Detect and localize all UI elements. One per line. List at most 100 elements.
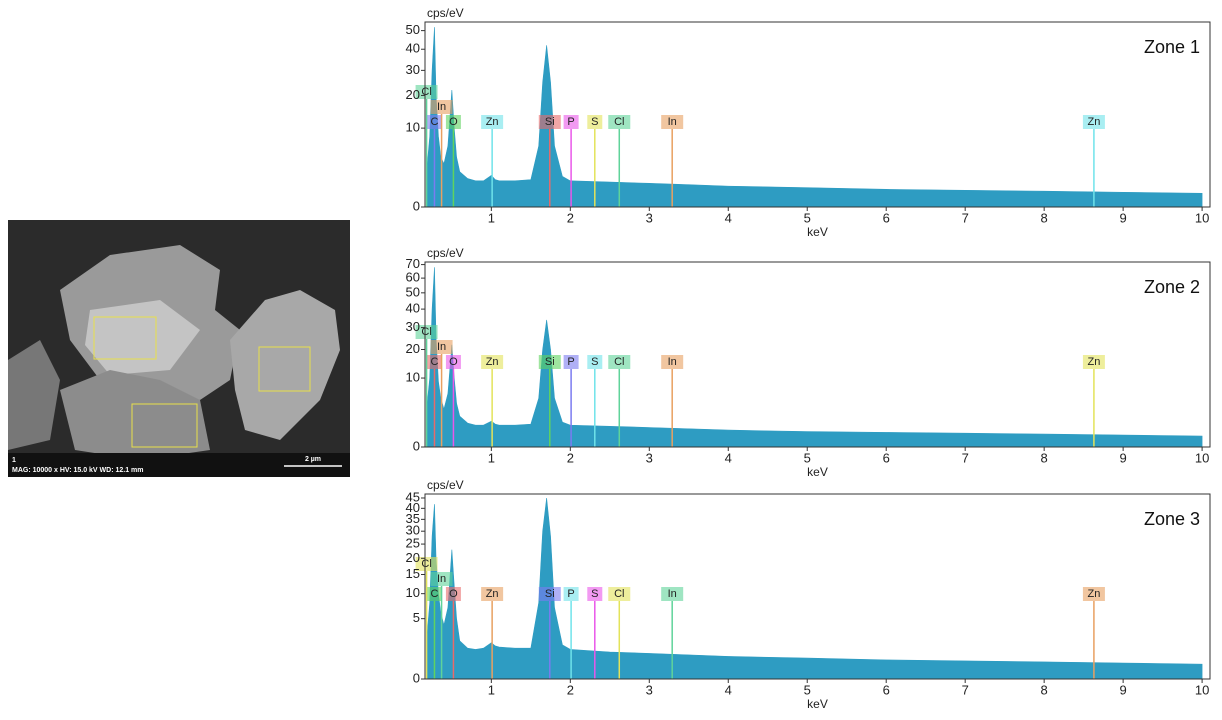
x-tick-label: 2	[567, 450, 574, 465]
element-box	[661, 115, 684, 129]
x-tick-label: 5	[804, 210, 811, 225]
x-tick-label: 4	[725, 682, 732, 697]
element-label: O	[449, 356, 458, 368]
element-box	[538, 115, 561, 129]
y-tick-label: 50	[406, 284, 420, 299]
x-tick-label: 3	[646, 682, 653, 697]
element-label: S	[591, 116, 598, 128]
image-label: 1	[12, 457, 16, 464]
element-box	[430, 340, 453, 354]
element-label: In	[668, 356, 677, 368]
y-tick-label: 45	[406, 489, 420, 504]
x-tick-label: 1	[488, 210, 495, 225]
element-label: Cl	[421, 326, 431, 338]
y-tick-label: 30	[406, 523, 420, 538]
element-label: In	[437, 573, 446, 585]
x-tick-label: 10	[1195, 450, 1209, 465]
element-box	[430, 100, 453, 114]
zone-box	[131, 403, 198, 448]
particle	[85, 300, 200, 375]
element-label: Zn	[1087, 356, 1100, 368]
x-tick-label: 4	[725, 450, 732, 465]
element-label: O	[449, 116, 458, 128]
element-box	[538, 355, 561, 369]
element-box	[445, 115, 461, 129]
x-tick-label: 1	[488, 682, 495, 697]
element-label: S	[591, 588, 598, 600]
y-tick-label: 0	[413, 198, 420, 213]
image-info: MAG: 10000 x HV: 15.0 kV WD: 12.1 mm	[12, 467, 144, 474]
element-label: Zn	[1087, 588, 1100, 600]
element-box	[661, 587, 684, 601]
element-box	[426, 355, 442, 369]
x-tick-label: 1	[488, 450, 495, 465]
element-box	[563, 355, 579, 369]
element-box	[538, 587, 561, 601]
x-tick-label: 9	[1120, 450, 1127, 465]
y-tick-label: 25	[406, 536, 420, 551]
scale-label: 2 µm	[305, 456, 321, 463]
x-tick-label: 7	[962, 682, 969, 697]
element-box	[1082, 355, 1105, 369]
particle	[230, 290, 340, 440]
y-tick-label: 60	[406, 270, 420, 285]
element-box	[608, 355, 631, 369]
element-label: Si	[545, 588, 555, 600]
element-label: Cl	[421, 558, 431, 570]
y-tick-label: 30	[406, 319, 420, 334]
x-tick-label: 10	[1195, 682, 1209, 697]
element-label: Zn	[486, 116, 499, 128]
y-axis-label: cps/eV	[427, 6, 464, 20]
element-label: In	[437, 341, 446, 353]
y-tick-label: 0	[413, 438, 420, 453]
x-tick-label: 5	[804, 682, 811, 697]
zone-title: Zone 1	[1144, 37, 1200, 57]
element-box	[1082, 115, 1105, 129]
element-box	[426, 587, 442, 601]
element-box	[608, 587, 631, 601]
element-box	[608, 115, 631, 129]
element-box	[661, 355, 684, 369]
x-tick-label: 6	[883, 450, 890, 465]
x-tick-label: 2	[567, 682, 574, 697]
element-label: P	[567, 116, 574, 128]
element-label: Cl	[614, 588, 624, 600]
y-axis-label: cps/eV	[427, 246, 464, 260]
zone-box	[93, 316, 157, 360]
element-label: Zn	[486, 356, 499, 368]
element-label: Zn	[486, 588, 499, 600]
element-box	[587, 587, 603, 601]
y-tick-label: 10	[406, 585, 420, 600]
x-tick-label: 7	[962, 210, 969, 225]
element-label: O	[449, 588, 458, 600]
element-box	[415, 325, 438, 339]
spectrum	[426, 27, 1203, 207]
element-box	[587, 115, 603, 129]
y-tick-label: 20	[406, 550, 420, 565]
plot-frame	[424, 21, 1211, 208]
x-axis-label: keV	[807, 225, 828, 239]
element-box	[563, 115, 579, 129]
plot-frame	[424, 261, 1211, 448]
element-box	[445, 355, 461, 369]
element-label: S	[591, 356, 598, 368]
x-tick-label: 5	[804, 450, 811, 465]
x-tick-label: 3	[646, 450, 653, 465]
y-tick-label: 10	[406, 369, 420, 384]
x-tick-label: 4	[725, 210, 732, 225]
x-tick-label: 8	[1041, 682, 1048, 697]
x-tick-label: 9	[1120, 210, 1127, 225]
spectrum	[426, 497, 1203, 679]
y-tick-label: 35	[406, 511, 420, 526]
element-label: P	[567, 588, 574, 600]
element-box	[587, 355, 603, 369]
particle	[8, 340, 60, 450]
y-tick-label: 30	[406, 62, 420, 77]
element-box	[481, 587, 504, 601]
x-tick-label: 6	[883, 682, 890, 697]
element-box	[415, 557, 438, 571]
x-tick-label: 3	[646, 210, 653, 225]
element-label: In	[437, 101, 446, 113]
element-label: P	[567, 356, 574, 368]
